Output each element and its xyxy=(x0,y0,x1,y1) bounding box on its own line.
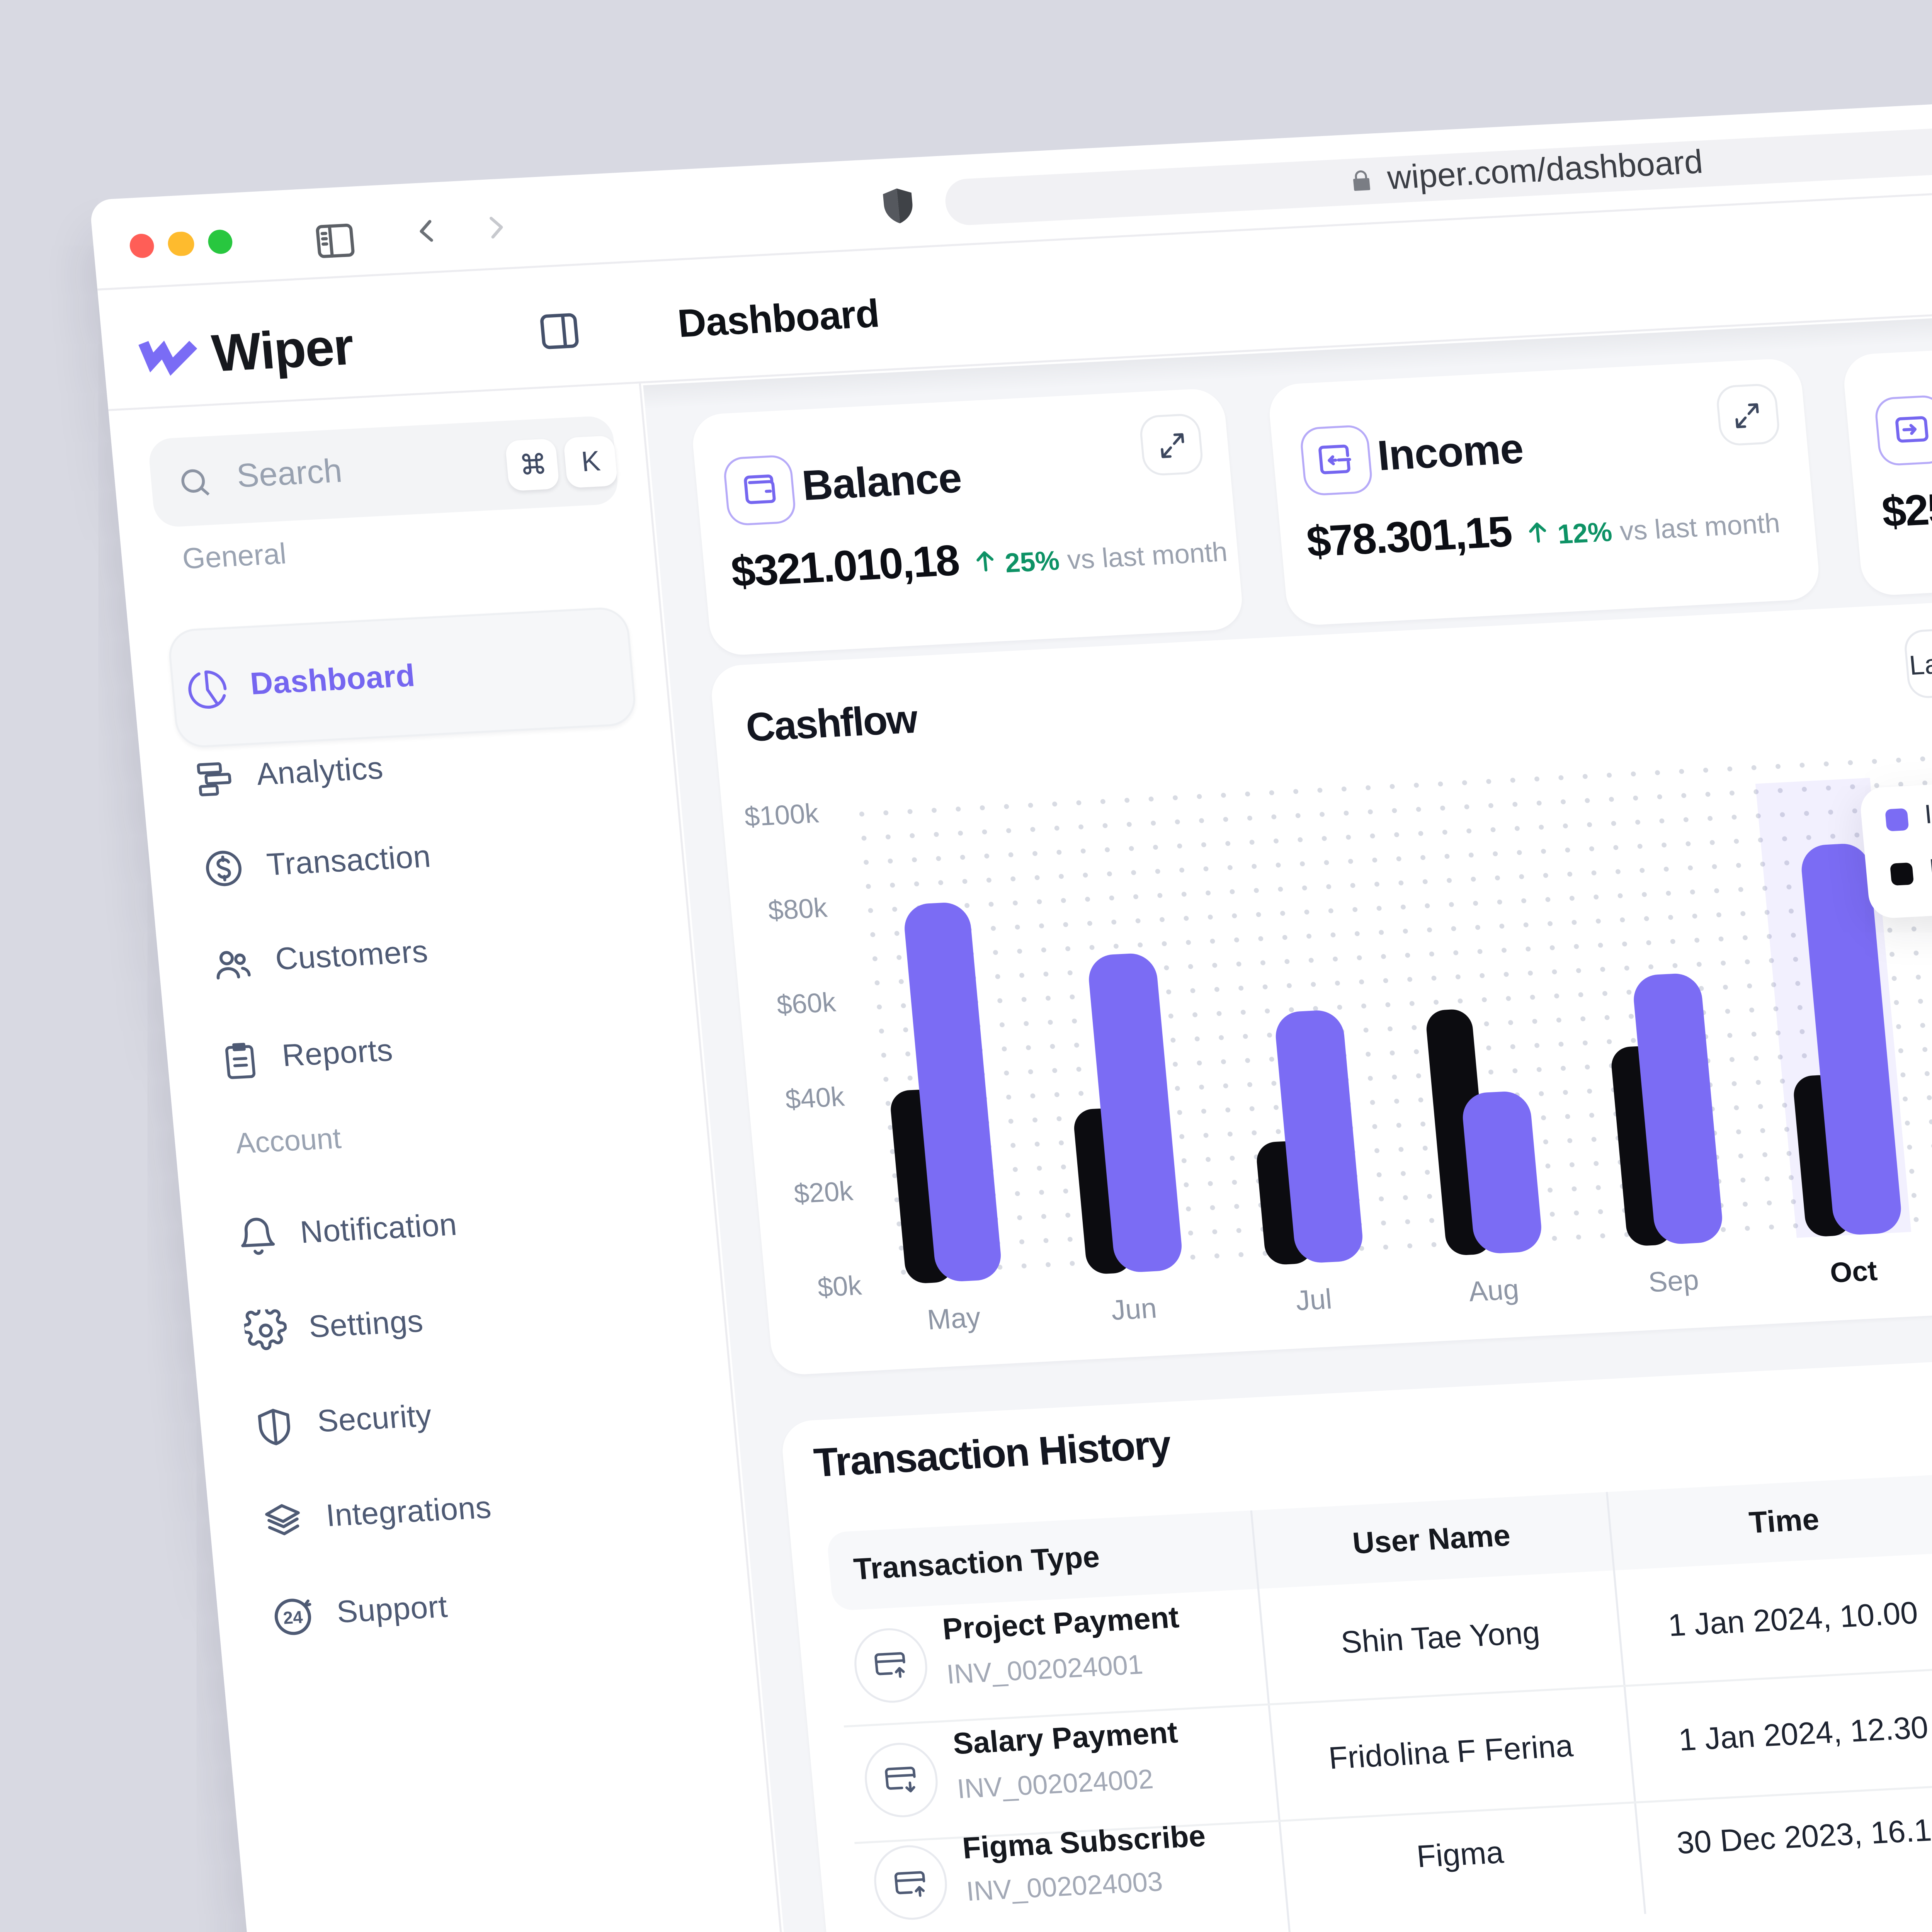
svg-text:24: 24 xyxy=(282,1606,303,1627)
